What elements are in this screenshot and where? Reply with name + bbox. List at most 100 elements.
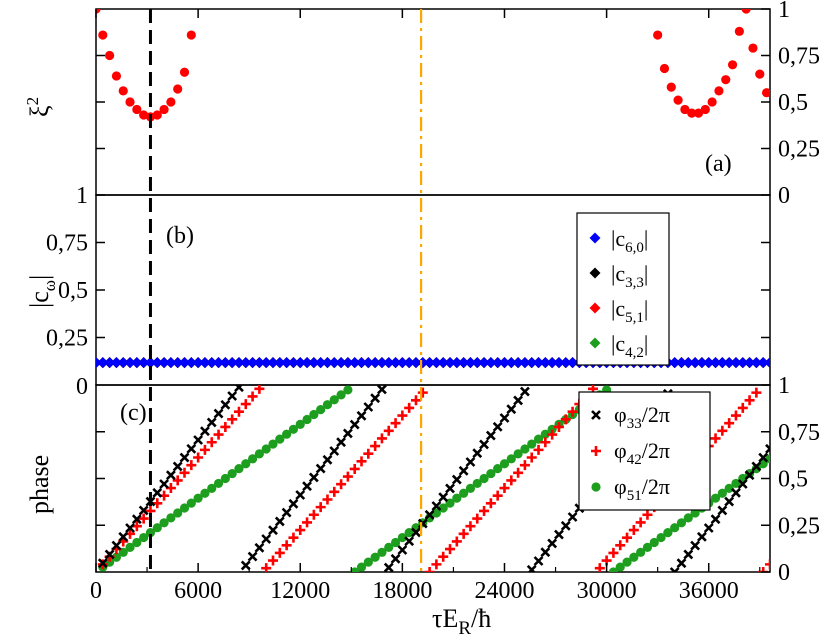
c-amplitude-point-0-1 <box>97 357 109 369</box>
c-amplitude-point-0-6 <box>131 357 143 369</box>
phase-point-2-41 <box>377 547 387 557</box>
phase-point-2-25 <box>268 439 278 449</box>
c-amplitude-point-0-26 <box>267 357 279 369</box>
panel-b-data <box>96 357 770 369</box>
phase-point-1-40 <box>370 441 381 452</box>
phase-point-1-34 <box>329 486 340 497</box>
phase-point-0-14 <box>193 435 204 445</box>
phase-point-2-11 <box>173 508 183 518</box>
c-amplitude-point-0-60 <box>498 357 510 369</box>
phase-point-0-18 <box>220 399 231 410</box>
phase-point-0-5 <box>131 514 142 525</box>
c-amplitude-point-0-55 <box>464 357 476 369</box>
phase-point-0-41 <box>377 385 387 395</box>
c-amplitude-point-0-8 <box>144 357 156 369</box>
c-amplitude-point-0-36 <box>335 357 347 369</box>
c-amplitude-point-0-45 <box>396 357 408 369</box>
phase-point-0-87 <box>690 540 701 551</box>
panel-c-right-tick-label-3: 0,75 <box>778 420 820 446</box>
phase-point-0-23 <box>254 542 265 553</box>
phase-point-1-15 <box>199 444 210 455</box>
xi2-point-4 <box>118 86 128 96</box>
legend-c-marker-0 <box>591 410 601 420</box>
phase-point-1-24 <box>261 563 272 572</box>
xi2-point-23 <box>707 97 717 107</box>
phase-point-0-93 <box>731 487 741 498</box>
legend-c: φ33/2π φ42/2π φ51/2π <box>578 391 711 511</box>
c-amplitude-point-0-63 <box>519 357 531 369</box>
phase-point-2-14 <box>193 493 203 503</box>
phase-point-1-63 <box>526 452 537 463</box>
c-amplitude-point-0-68 <box>553 357 565 369</box>
phase-point-2-56 <box>479 473 489 484</box>
phase-point-1-16 <box>206 437 217 448</box>
phase-point-1-67 <box>553 421 564 432</box>
phase-point-2-55 <box>472 478 482 489</box>
c-amplitude-point-0-59 <box>492 357 504 369</box>
phase-point-0-24 <box>261 534 272 544</box>
phase-point-2-78 <box>629 552 639 562</box>
phase-point-2-84 <box>670 523 680 533</box>
c-amplitude-point-0-69 <box>560 357 572 369</box>
phase-point-0-60 <box>506 404 517 415</box>
c-amplitude-point-0-47 <box>410 357 422 369</box>
phase-point-0-63 <box>526 564 537 572</box>
phase-point-2-79 <box>636 547 646 557</box>
phase-point-2-58 <box>493 464 503 474</box>
c-amplitude-point-0-35 <box>328 357 340 369</box>
c-amplitude-point-0-52 <box>444 357 456 369</box>
phase-point-1-31 <box>308 509 319 520</box>
xi2-point-15 <box>653 30 663 40</box>
x-tick-label-0: 0 <box>90 578 102 604</box>
phase-point-2-90 <box>710 493 721 503</box>
c-amplitude-point-0-37 <box>342 357 354 369</box>
phase-point-1-29 <box>295 525 306 536</box>
phase-point-0-86 <box>683 549 694 560</box>
phase-point-1-35 <box>336 479 347 490</box>
phase-point-2-2 <box>111 552 122 562</box>
phase-point-0-59 <box>499 413 510 423</box>
phase-point-1-11 <box>172 475 183 486</box>
phase-point-2-59 <box>499 459 510 469</box>
phase-point-0-51 <box>445 483 455 494</box>
xi2-point-25 <box>721 75 731 85</box>
phase-point-0-90 <box>710 514 721 525</box>
phase-point-1-27 <box>281 540 292 551</box>
phase-point-0-38 <box>356 410 367 421</box>
phase-point-1-28 <box>288 532 299 543</box>
phase-point-0-96 <box>751 461 762 472</box>
phase-point-0-48 <box>424 509 435 520</box>
panel-b-label: (b) <box>166 223 194 249</box>
phase-point-1-98 <box>765 559 770 570</box>
c-amplitude-point-0-70 <box>567 357 579 369</box>
phase-point-2-51 <box>445 498 455 508</box>
c-amplitude-point-0-5 <box>124 357 136 369</box>
legend-c-label-0: φ33/2π <box>614 402 670 432</box>
c-amplitude-point-0-51 <box>437 357 449 369</box>
phase-point-0-2 <box>111 540 122 551</box>
c-amplitude-point-0-38 <box>349 357 361 369</box>
c-amplitude-point-0-22 <box>240 357 252 369</box>
phase-point-1-78 <box>628 525 639 536</box>
phase-point-2-65 <box>540 429 550 439</box>
c-amplitude-point-0-44 <box>390 357 402 369</box>
xi2-point-18 <box>673 95 683 105</box>
xi2-point-22 <box>700 104 710 115</box>
legend-b-marker-0 <box>589 232 601 244</box>
phase-point-1-69 <box>567 406 578 417</box>
xi2-point-30 <box>755 69 765 79</box>
xi2-point-13 <box>179 67 190 77</box>
c-amplitude-point-0-97 <box>750 357 762 369</box>
phase-point-1-91 <box>717 425 728 436</box>
xi2-point-21 <box>693 108 704 118</box>
c-amplitude-point-0-99 <box>764 357 770 369</box>
phase-point-0-95 <box>744 470 755 481</box>
phase-point-0-8 <box>152 487 163 498</box>
phase-point-1-93 <box>730 410 741 421</box>
c-amplitude-point-0-3 <box>110 357 122 369</box>
phase-point-2-34 <box>329 395 339 405</box>
phase-point-1-43 <box>390 418 401 429</box>
phase-point-2-22 <box>247 454 258 464</box>
phase-point-0-69 <box>567 512 578 522</box>
